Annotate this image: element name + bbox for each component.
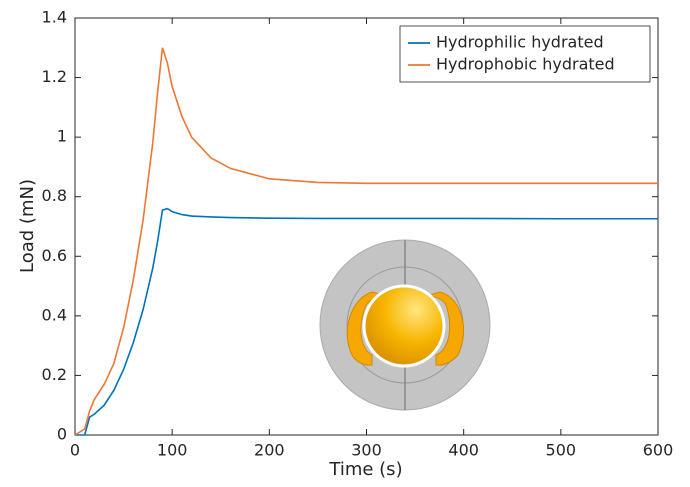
y-tick-label: 1.4	[42, 8, 67, 27]
x-tick-label: 600	[643, 441, 674, 460]
x-tick-label: 400	[448, 441, 479, 460]
y-tick-label: 0.2	[42, 365, 67, 384]
y-tick-label: 0	[57, 425, 67, 444]
y-tick-label: 0.6	[42, 246, 67, 265]
x-tick-label: 500	[546, 441, 577, 460]
x-tick-label: 0	[70, 441, 80, 460]
x-tick-label: 300	[351, 441, 382, 460]
data-line	[75, 207, 658, 436]
x-tick-label: 200	[254, 441, 285, 460]
sphere	[362, 284, 446, 368]
clip-right	[425, 291, 465, 366]
x-tick-label: 100	[157, 441, 188, 460]
y-tick-label: 0.4	[42, 305, 67, 324]
x-axis-title: Time (s)	[328, 459, 402, 480]
legend-label: Hydrophobic hydrated	[436, 55, 615, 74]
data-line	[74, 47, 658, 436]
y-axis-title: Load (mN)	[17, 179, 38, 273]
y-tick-label: 0.8	[42, 186, 67, 205]
legend-box	[399, 25, 651, 83]
inset-illustration	[319, 239, 491, 411]
y-tick-label: 1.2	[42, 67, 67, 86]
legend-label: Hydrophilic hydrated	[436, 33, 604, 52]
y-tick-label: 1	[57, 127, 67, 146]
